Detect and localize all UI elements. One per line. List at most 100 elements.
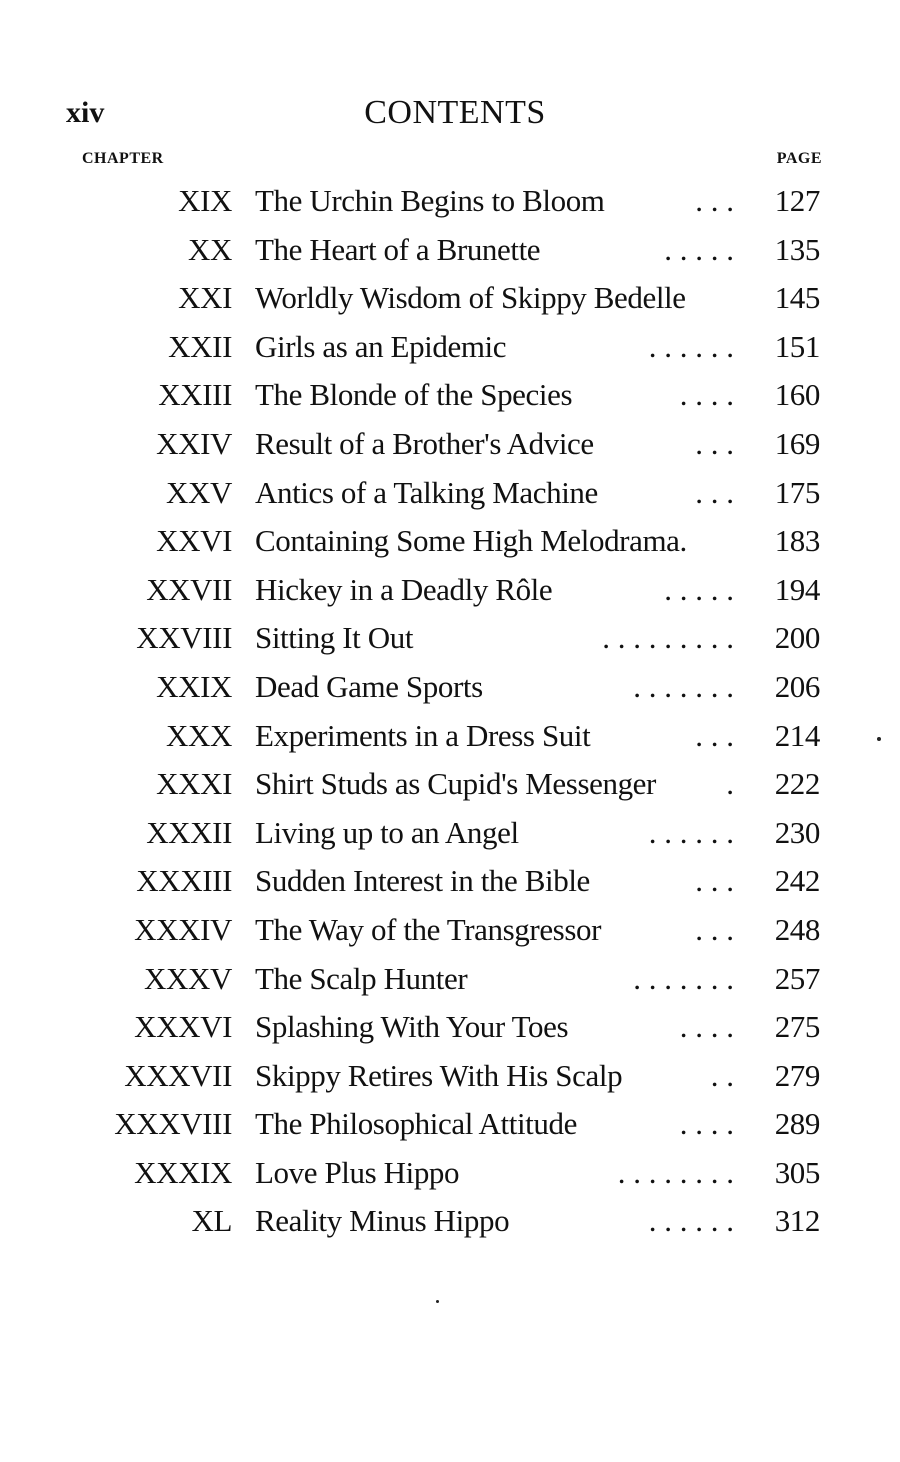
chapter-number: XXXVII (124, 1057, 232, 1093)
contents-entry: XXI Worldly Wisdom of Skippy Bedelle 145 (0, 280, 900, 329)
chapter-number: XXXIII (136, 863, 232, 899)
contents-entry: XX The Heart of a Brunette . . . . . 135 (0, 232, 900, 281)
contents-entry: XXVIII Sitting It Out . . . . . . . . . 200 (0, 620, 900, 669)
chapter-title: Antics of a Talking Machine (255, 474, 598, 510)
chapter-page: 222 (774, 766, 821, 802)
chapter-number: XIX (178, 183, 232, 218)
dot-leader: . . . (695, 911, 734, 947)
chapter-number: XXVIII (136, 620, 232, 656)
chapter-page: 127 (774, 183, 821, 218)
chapter-number: XXI (178, 280, 232, 316)
chapter-title: Experiments in a Dress Suit (255, 717, 591, 753)
chapter-number: XXVI (156, 523, 232, 559)
page-title: CONTENTS (364, 94, 546, 131)
contents-entry: XXXIV The Way of the Transgressor . . . 248 (0, 912, 900, 961)
chapter-number: XXXIV (134, 911, 232, 947)
contents-entry: XL Reality Minus Hippo . . . . . . 312 (0, 1203, 900, 1252)
chapter-page: 214 (774, 717, 821, 753)
contents-entry: XXX Experiments in a Dress Suit . . . 214 (0, 718, 900, 767)
dot-leader: . . . . . . . . . (602, 620, 734, 656)
chapter-number: XXXII (146, 814, 232, 850)
dot-leader: . . . . . . . (633, 668, 734, 704)
chapter-number: XX (188, 231, 232, 267)
chapter-number: XXX (166, 717, 232, 753)
dot-leader: . . . . . . . . (617, 1154, 734, 1190)
chapter-title: Worldly Wisdom of Skippy Bedelle (255, 280, 686, 316)
chapter-title: The Heart of a Brunette (255, 231, 541, 267)
chapter-page: 279 (774, 1057, 821, 1093)
dot-leader: . . . (695, 863, 734, 899)
chapter-title: Containing Some High Melodrama. (255, 523, 687, 559)
chapter-number: XXXVIII (114, 1106, 232, 1142)
chapter-title: Hickey in a Deadly Rôle (255, 571, 553, 607)
dot-leader: . . . . . . . (633, 960, 734, 996)
chapter-number: XL (191, 1203, 232, 1239)
chapter-title: The Blonde of the Species (255, 377, 573, 413)
dot-leader: . . . (695, 425, 734, 461)
chapter-page: 160 (774, 377, 821, 413)
chapter-page: 169 (774, 425, 821, 461)
dot-leader: . . (710, 1057, 734, 1093)
chapter-page: 183 (774, 523, 821, 559)
chapter-page: 200 (774, 620, 821, 656)
dot-leader: . . . . . (664, 571, 734, 607)
contents-entry: XXXIII Sudden Interest in the Bible . . . 2… (0, 863, 900, 912)
contents-entry: XXIV Result of a Brother's Advice . . . 169 (0, 426, 900, 475)
chapter-title: Skippy Retires With His Scalp (255, 1057, 623, 1093)
contents-entry: XXIX Dead Game Sports . . . . . . . 206 (0, 669, 900, 718)
contents-entry: XXXII Living up to an Angel . . . . . . 230 (0, 815, 900, 864)
chapter-number: XXXI (156, 766, 232, 802)
chapter-page: 257 (774, 960, 821, 996)
chapter-page: 151 (774, 328, 821, 364)
contents-list: XIX The Urchin Begins to Bloom. . . 127 XX T… (0, 183, 900, 1252)
contents-entry: XXXVII Skippy Retires With His Scalp . . 27… (0, 1058, 900, 1107)
chapter-title: Sudden Interest in the Bible (255, 863, 590, 899)
scan-speck (436, 1300, 439, 1303)
chapter-page: 230 (774, 814, 821, 850)
contents-entry: XXXIX Love Plus Hippo . . . . . . . . 305 (0, 1155, 900, 1204)
dot-leader: . . . (695, 717, 734, 753)
chapter-page: 275 (774, 1009, 821, 1045)
dot-leader: . (726, 766, 734, 802)
dot-leader: . . . . (679, 1009, 734, 1045)
chapter-number: XXV (166, 474, 232, 510)
contents-entry: XXXVIII The Philosophical Attitude . . . .… (0, 1106, 900, 1155)
dot-leader: . . . . . (664, 231, 734, 267)
chapter-page: 312 (774, 1203, 821, 1239)
dot-leader: . . . (695, 474, 734, 510)
dot-leader: . . . . . . (648, 328, 734, 364)
chapter-page: 289 (774, 1106, 821, 1142)
chapter-page: 248 (774, 911, 821, 947)
dot-leader: . . . . . . (648, 1203, 734, 1239)
chapter-title: Dead Game Sports (255, 668, 483, 704)
contents-entry: XXIII The Blonde of the Species . . . . 160 (0, 377, 900, 426)
chapter-number: XXXIX (134, 1154, 232, 1190)
chapter-title: Result of a Brother's Advice (255, 425, 594, 461)
chapter-page: 145 (774, 280, 821, 316)
contents-entry: XXVI Containing Some High Melodrama. 183 (0, 523, 900, 572)
chapter-title: Shirt Studs as Cupid's Messenger (255, 766, 656, 802)
chapter-number: XXXVI (134, 1009, 232, 1045)
chapter-title: Reality Minus Hippo (255, 1203, 510, 1239)
chapter-number: XXIV (156, 425, 232, 461)
chapter-title: Sitting It Out (255, 620, 414, 656)
contents-entry: XXV Antics of a Talking Machine . . . 175 (0, 475, 900, 524)
chapter-title: Living up to an Angel (255, 814, 519, 850)
dot-leader: . . . . (679, 377, 734, 413)
chapter-page: 305 (774, 1154, 821, 1190)
chapter-title: The Urchin Begins to Bloom (255, 183, 605, 218)
contents-entry: XIX The Urchin Begins to Bloom . . . 127 (0, 183, 900, 232)
chapter-page: 206 (774, 668, 821, 704)
dot-leader: . . . (695, 183, 734, 218)
chapter-column-header: CHAPTER (82, 150, 164, 167)
chapter-title: Love Plus Hippo (255, 1154, 460, 1190)
page-column-header: PAGE (776, 150, 822, 167)
chapter-number: XXIII (158, 377, 232, 413)
chapter-page: 135 (774, 231, 821, 267)
chapter-title: The Way of the Transgressor (255, 911, 602, 947)
contents-entry: XXXI Shirt Studs as Cupid's Messenger. 222 (0, 766, 900, 815)
contents-entry: XXVII Hickey in a Deadly Rôle . . . . . 194 (0, 572, 900, 621)
dot-leader: . . . . (679, 1106, 734, 1142)
dot-leader: . . . . . . (648, 814, 734, 850)
chapter-number: XXVII (146, 571, 232, 607)
